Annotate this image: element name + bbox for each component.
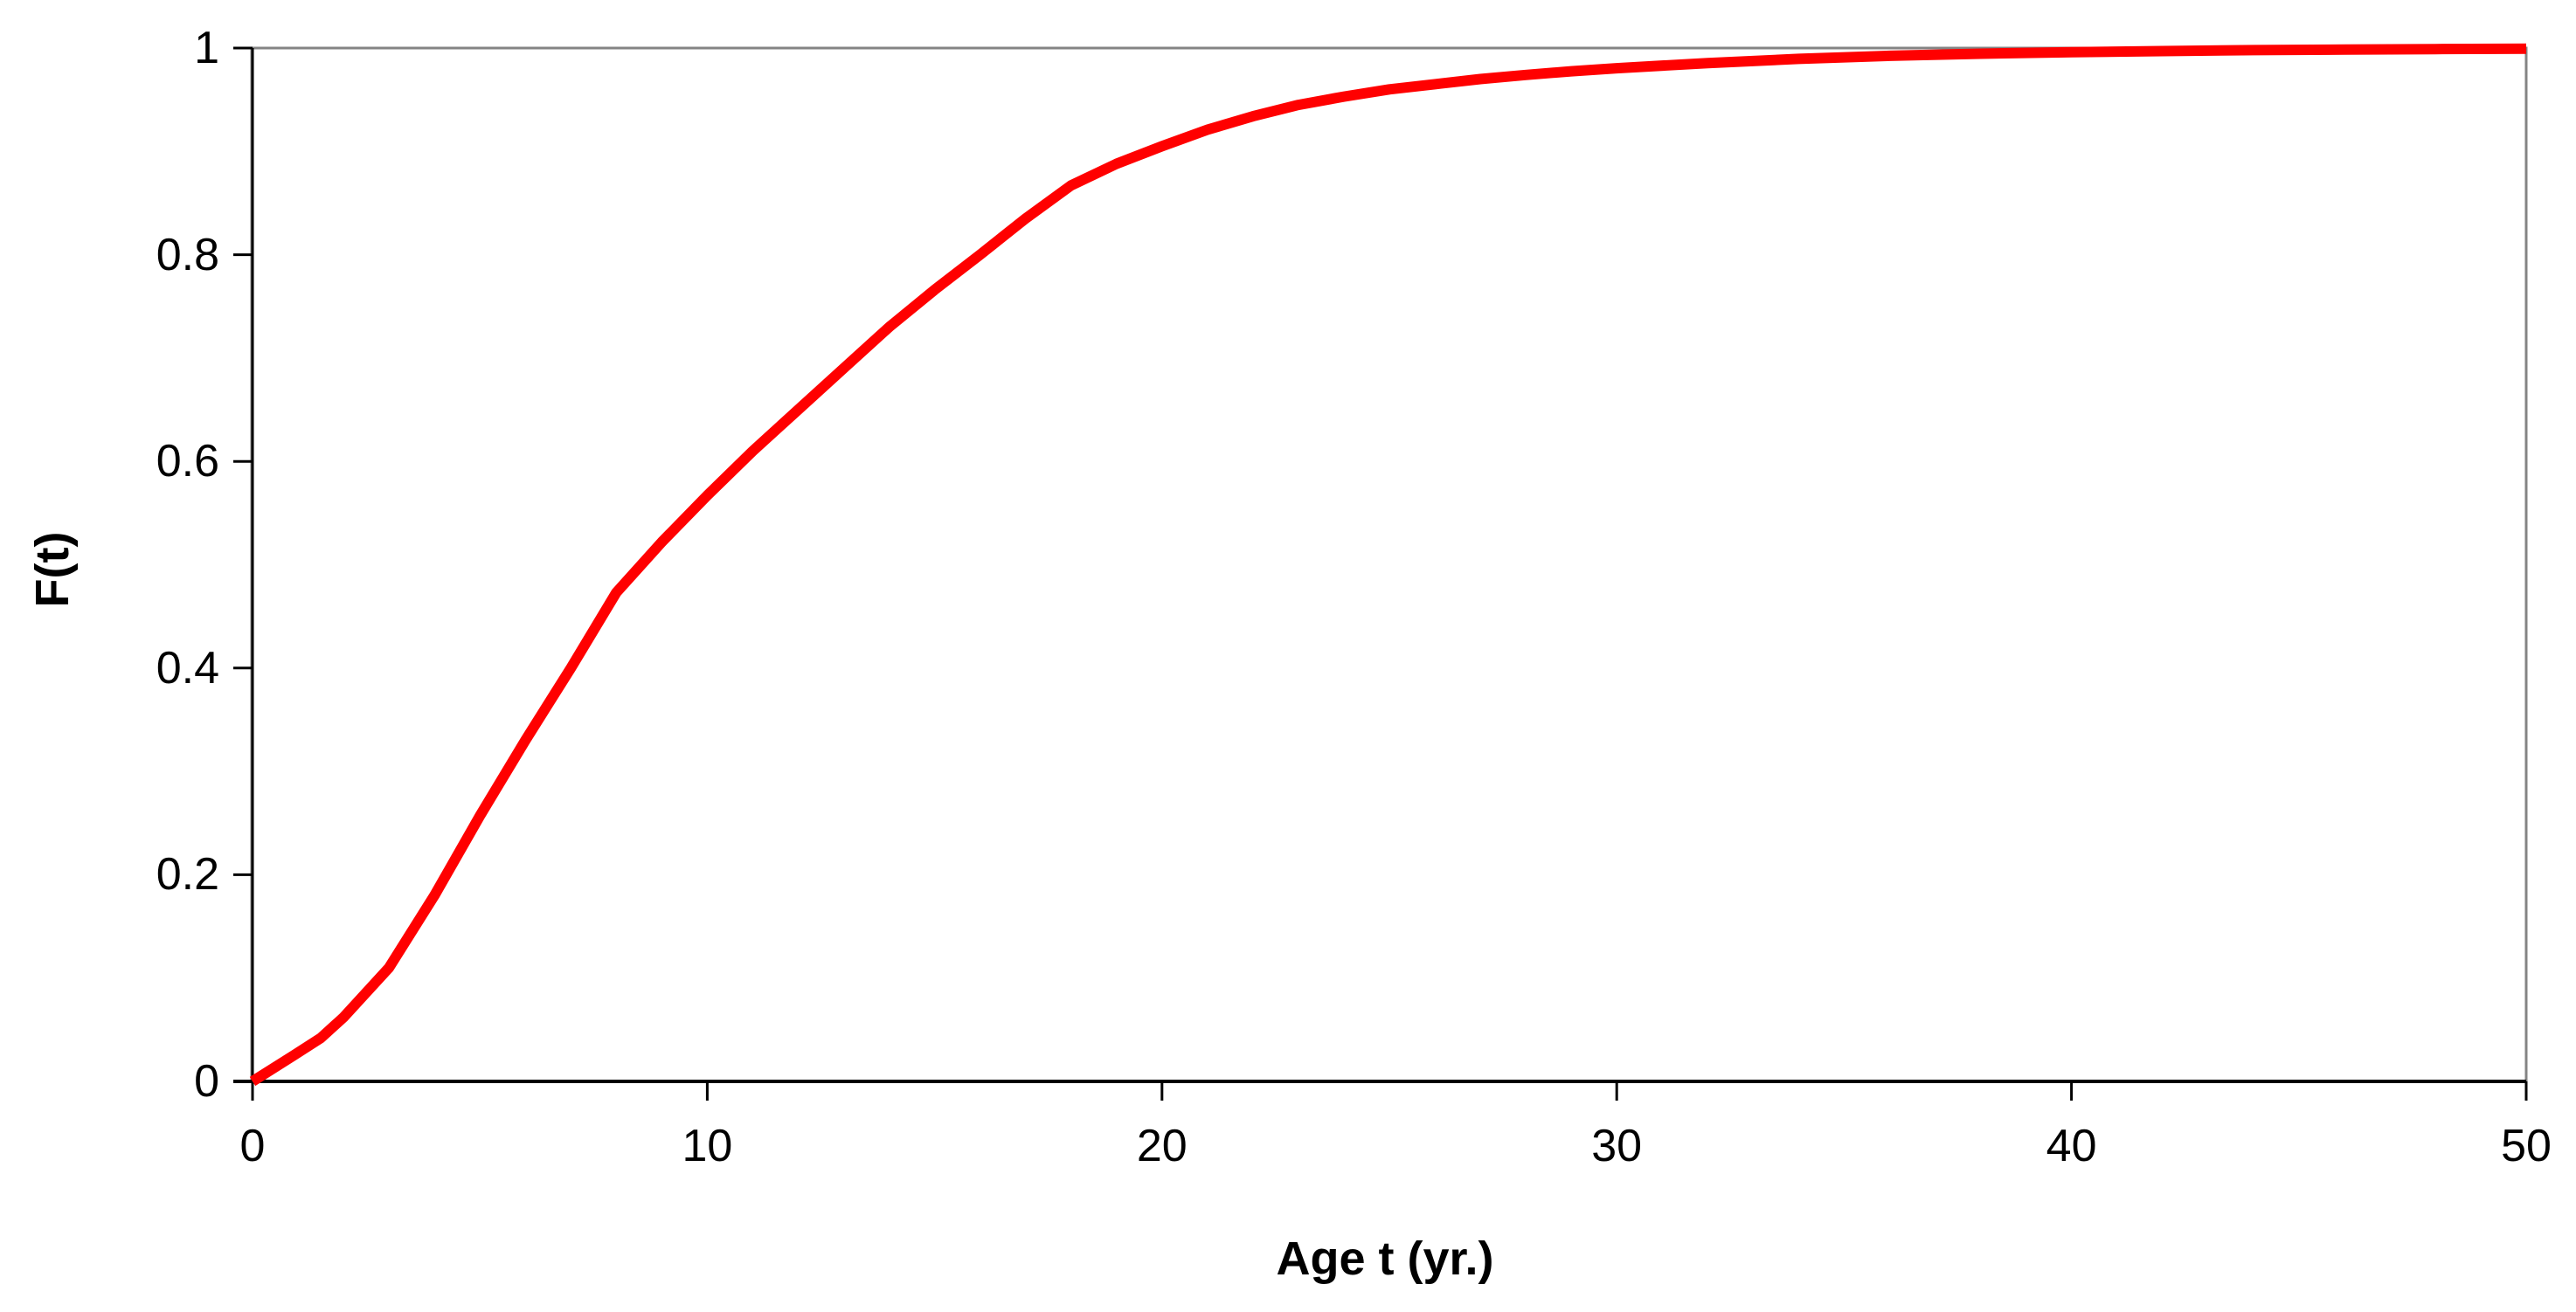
y-tick-label: 0.2 bbox=[156, 849, 219, 901]
cdf-curve-series bbox=[249, 43, 2527, 1087]
x-tick-label: 40 bbox=[2046, 1121, 2097, 1171]
y-tick-label: 1 bbox=[194, 23, 219, 73]
x-tick-label: 0 bbox=[239, 1121, 266, 1171]
y-tick-label: 0.4 bbox=[156, 642, 219, 694]
y-tick-label: 0.8 bbox=[156, 229, 219, 280]
plot-area-border bbox=[250, 46, 2528, 1083]
x-tick-label: 50 bbox=[2501, 1121, 2552, 1171]
y-axis-tick-marks bbox=[233, 46, 253, 1083]
y-axis-title: F(t) bbox=[26, 531, 79, 607]
x-tick-label: 20 bbox=[1136, 1121, 1188, 1171]
x-axis-tick-marks bbox=[251, 1081, 2528, 1101]
y-tick-label: 0.6 bbox=[156, 436, 219, 487]
x-tick-label: 10 bbox=[682, 1121, 733, 1171]
y-tick-label: 0 bbox=[194, 1056, 219, 1107]
x-tick-label: 30 bbox=[1591, 1121, 1643, 1171]
x-axis-title: Age t (yr.) bbox=[1276, 1233, 1494, 1285]
